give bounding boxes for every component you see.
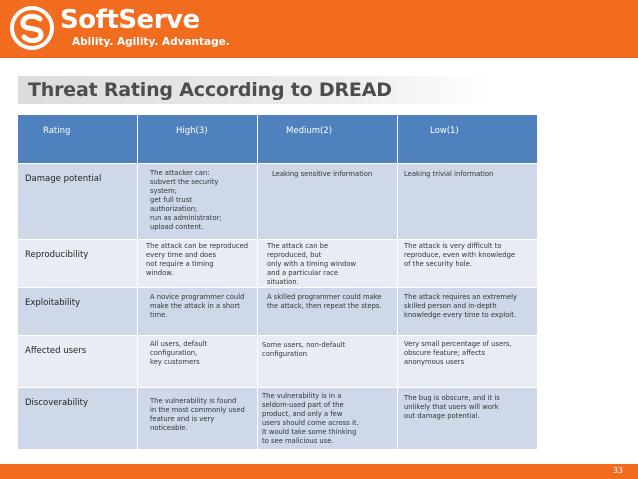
- medium-text: Leaking sensitive information: [272, 170, 373, 178]
- title-bar: [18, 76, 494, 104]
- low-cell: The attack is very difficult to reproduc…: [397, 239, 538, 288]
- category-cell: Discoverability: [17, 387, 138, 450]
- header-high-label: High(3): [176, 126, 208, 136]
- dread-table: Rating High(3) Medium(2) Low(1) Damage p…: [17, 114, 538, 450]
- category-label: Reproducibility: [25, 250, 89, 260]
- category-label: Affected users: [25, 346, 87, 356]
- softserve-swirl-icon: [10, 6, 54, 50]
- category-label: Discoverability: [25, 398, 89, 408]
- page-number: 33: [612, 466, 623, 475]
- slide-footer: 33: [0, 464, 638, 479]
- high-text: All users, default configuration, key cu…: [150, 340, 208, 366]
- category-label: Exploitability: [25, 298, 81, 308]
- header-low-label: Low(1): [430, 126, 459, 136]
- table-row: Damage potential The attacker can: subve…: [17, 163, 538, 240]
- low-cell: Very small percentage of users, obscure …: [397, 335, 538, 388]
- high-cell: The attacker can: subvert the security s…: [137, 163, 258, 240]
- category-cell: Affected users: [17, 335, 138, 388]
- header-cell-rating: Rating: [17, 114, 138, 164]
- header-medium-label: Medium(2): [286, 126, 333, 136]
- high-text: The attack can be reproduced every time …: [146, 242, 249, 277]
- low-text: The attack is very difficult to reproduc…: [404, 242, 516, 268]
- header-rating-label: Rating: [43, 126, 71, 136]
- medium-cell: Leaking sensitive information: [257, 163, 398, 240]
- medium-cell: A skilled programmer could make the atta…: [257, 287, 398, 336]
- header-cell-medium: Medium(2): [257, 114, 398, 164]
- medium-cell: Some users, non-default configuration: [257, 335, 398, 388]
- medium-cell: The attack can be reproduced, but only w…: [257, 239, 398, 288]
- high-cell: The vulnerability is found in the most c…: [137, 387, 258, 450]
- slide-title: Threat Rating According to DREAD: [28, 79, 392, 101]
- category-label: Damage potential: [25, 174, 102, 184]
- low-cell: Leaking trivial information: [397, 163, 538, 240]
- softserve-logo: SoftServe Ability. Agility. Advantage.: [10, 5, 230, 52]
- low-text: Very small percentage of users, obscure …: [404, 340, 512, 366]
- high-text: The vulnerability is found in the most c…: [150, 397, 245, 432]
- high-cell: A novice programmer could make the attac…: [137, 287, 258, 336]
- brand-tagline: Ability. Agility. Advantage.: [72, 36, 230, 48]
- brand-name: SoftServe: [60, 5, 200, 35]
- table-row: Exploitability A novice programmer could…: [17, 287, 538, 336]
- high-cell: All users, default configuration, key cu…: [137, 335, 258, 388]
- low-cell: The attack requires an extremely skilled…: [397, 287, 538, 336]
- category-cell: Damage potential: [17, 163, 138, 240]
- table-row: Discoverability The vulnerability is fou…: [17, 387, 538, 450]
- high-text: A novice programmer could make the attac…: [150, 293, 245, 319]
- table-header-row: Rating High(3) Medium(2) Low(1): [17, 114, 538, 164]
- medium-text: A skilled programmer could make the atta…: [267, 293, 382, 310]
- header-cell-low: Low(1): [397, 114, 538, 164]
- medium-text: The vulnerability is in a seldom-used pa…: [262, 392, 359, 445]
- slide-header: SoftServe Ability. Agility. Advantage.: [0, 0, 638, 58]
- header-cell-high: High(3): [137, 114, 258, 164]
- category-cell: Reproducibility: [17, 239, 138, 288]
- low-cell: The bug is obscure, and it is unlikely t…: [397, 387, 538, 450]
- low-text: The bug is obscure, and it is unlikely t…: [404, 394, 500, 420]
- high-text: The attacker can: subvert the security s…: [150, 169, 222, 231]
- medium-text: Some users, non-default configuration: [262, 341, 346, 358]
- medium-text: The attack can be reproduced, but only w…: [267, 242, 357, 286]
- table-row: Reproducibility The attack can be reprod…: [17, 239, 538, 288]
- low-text: Leaking trivial information: [404, 170, 494, 178]
- table-row: Affected users All users, default config…: [17, 335, 538, 388]
- low-text: The attack requires an extremely skilled…: [404, 293, 518, 319]
- category-cell: Exploitability: [17, 287, 138, 336]
- high-cell: The attack can be reproduced every time …: [137, 239, 258, 288]
- medium-cell: The vulnerability is in a seldom-used pa…: [257, 387, 398, 450]
